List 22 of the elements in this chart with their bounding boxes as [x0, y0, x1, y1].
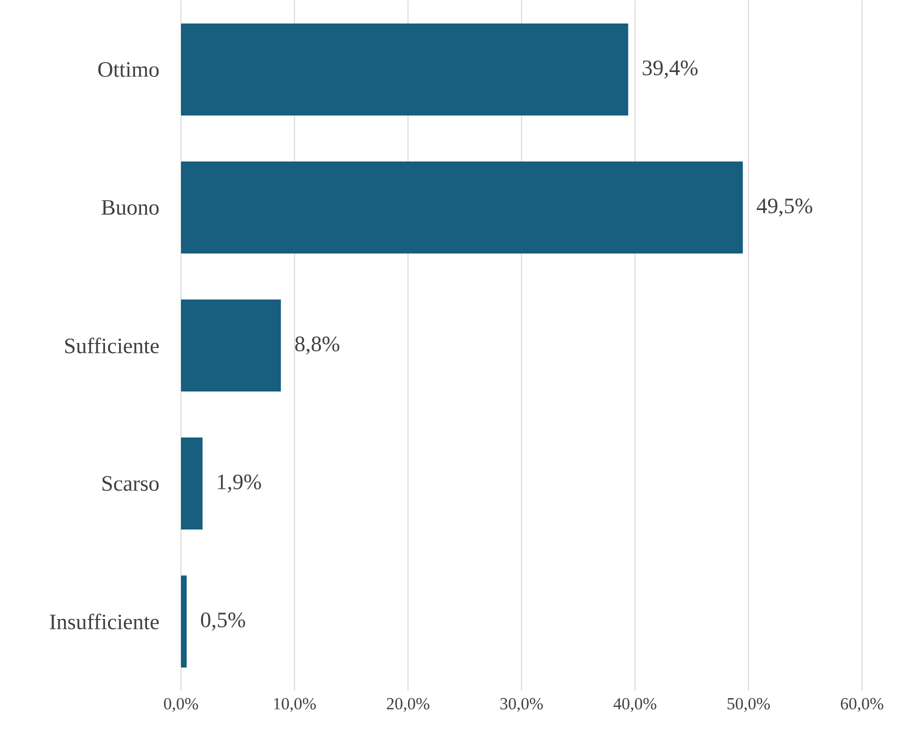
bar: [181, 437, 203, 530]
data-label: 49,5%: [756, 198, 812, 216]
data-label: 1,9%: [218, 474, 261, 492]
x-tick-label: 0,0%: [164, 698, 198, 712]
bar: [181, 161, 743, 254]
bar: [181, 299, 281, 392]
y-tick-label: Sufficiente: [65, 337, 159, 354]
data-label: 0,5%: [201, 612, 246, 630]
y-tick-label: Insufficiente: [50, 613, 159, 630]
x-tick-label: 40,0%: [613, 698, 656, 712]
y-tick-label: Ottimo: [98, 62, 159, 77]
x-tick-label: 10,0%: [274, 698, 316, 712]
x-tick-label: 20,0%: [386, 698, 430, 712]
x-tick-label: 30,0%: [500, 698, 543, 712]
bar: [181, 23, 628, 116]
data-label: 39,4%: [642, 60, 698, 78]
x-tick-label: 50,0%: [728, 698, 770, 712]
bar: [181, 575, 187, 668]
y-tick-label: Scarso: [102, 476, 159, 491]
y-tick-label: Buono: [102, 200, 159, 215]
data-label: 8,8%: [295, 336, 340, 354]
x-tick-label: 60,0%: [840, 698, 884, 712]
